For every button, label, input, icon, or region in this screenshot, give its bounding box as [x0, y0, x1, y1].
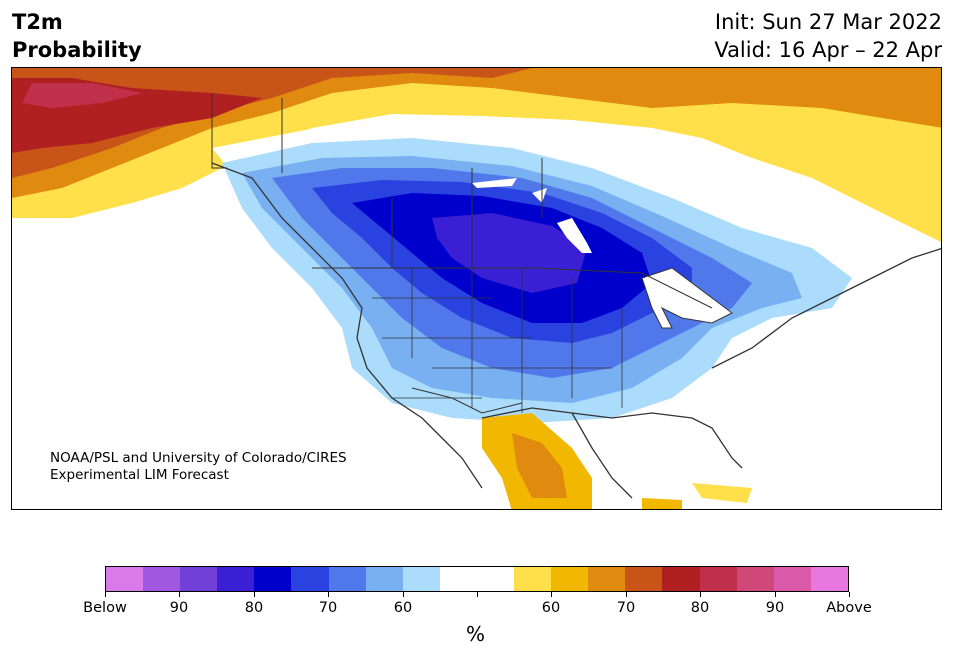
colorbar-segment: [365, 567, 403, 591]
map-title: T2m Probability: [12, 8, 142, 64]
coastline-west: [211, 162, 483, 489]
colorbar-tick: [403, 592, 404, 597]
warm-band-crimson: [22, 83, 142, 108]
colorbar-tick: [328, 592, 329, 597]
colorbar-segment: [551, 567, 589, 591]
colorbar-segment: [699, 567, 737, 591]
colorbar-tick: [254, 592, 255, 597]
cold-shade-6: [432, 213, 587, 293]
colorbar-tick: [626, 592, 627, 597]
colorbar-tick: [105, 592, 106, 597]
colorbar-tick: [849, 592, 850, 597]
small-lakes: [472, 178, 547, 203]
coastline-east: [711, 247, 941, 369]
colorbar-segment: [328, 567, 366, 591]
colorbar-tick-label: 90: [169, 600, 189, 616]
coastline-gulf: [481, 407, 743, 499]
colorbar-tick-label: 70: [616, 600, 636, 616]
colorbar-tick: [700, 592, 701, 597]
colorbar-segment: [476, 567, 515, 591]
credit-line-2: Experimental LIM Forecast: [50, 467, 229, 483]
credit-text: NOAA/PSL and University of Colorado/CIRE…: [50, 450, 347, 484]
colorbar-segment: [662, 567, 700, 591]
colorbar-tick-label: 80: [690, 600, 710, 616]
colorbar-tick-label: Below: [83, 600, 127, 616]
mexico-border: [411, 387, 523, 414]
credit-line-1: NOAA/PSL and University of Colorado/CIRE…: [50, 450, 347, 466]
colorbar-segment: [514, 567, 552, 591]
colorbar-tick-label: 70: [318, 600, 338, 616]
colorbar-tick-label: 60: [393, 600, 413, 616]
colorbar-segment: [106, 567, 144, 591]
colorbar-segment: [773, 567, 811, 591]
colorbar-segment: [180, 567, 218, 591]
lake-winnipeg: [557, 218, 592, 253]
colorbar-tick-label: Above: [826, 600, 872, 616]
colorbar-segment: [810, 567, 848, 591]
colorbar-tick-label: 80: [244, 600, 264, 616]
colorbar-segment: [736, 567, 774, 591]
map-graphic: [12, 68, 941, 509]
colorbar-tick-label: 60: [541, 600, 561, 616]
probability-map: NOAA/PSL and University of Colorado/CIRE…: [11, 67, 942, 510]
colorbar-segment: [143, 567, 181, 591]
colorbar-segment: [217, 567, 255, 591]
valid-date: Valid: 16 Apr – 22 Apr: [714, 38, 942, 62]
warm-band-cuba: [692, 483, 752, 503]
colorbar-segment: [625, 567, 663, 591]
border-us-canada: [312, 267, 713, 309]
great-lakes: [641, 267, 733, 329]
province-lines: [211, 93, 543, 268]
colorbar-segment: [588, 567, 626, 591]
colorbar-tick-label: 90: [765, 600, 785, 616]
colorbar-segment: [439, 567, 477, 591]
units-label: %: [466, 622, 486, 646]
colorbar: [105, 566, 849, 592]
colorbar-tick: [775, 592, 776, 597]
colorbar-segment: [402, 567, 440, 591]
title-line-1: T2m: [12, 10, 63, 34]
warm-band-caribbean: [642, 498, 682, 509]
title-line-2: Probability: [12, 38, 142, 62]
colorbar-tick: [551, 592, 552, 597]
warm-band-south-inner: [512, 433, 567, 498]
colorbar-segment: [291, 567, 329, 591]
colorbar-tick: [477, 592, 478, 597]
forecast-dates: Init: Sun 27 Mar 2022 Valid: 16 Apr – 22…: [714, 8, 942, 64]
colorbar-tick: [179, 592, 180, 597]
init-date: Init: Sun 27 Mar 2022: [714, 10, 942, 34]
colorbar-segment: [254, 567, 292, 591]
state-lines: [372, 268, 623, 413]
